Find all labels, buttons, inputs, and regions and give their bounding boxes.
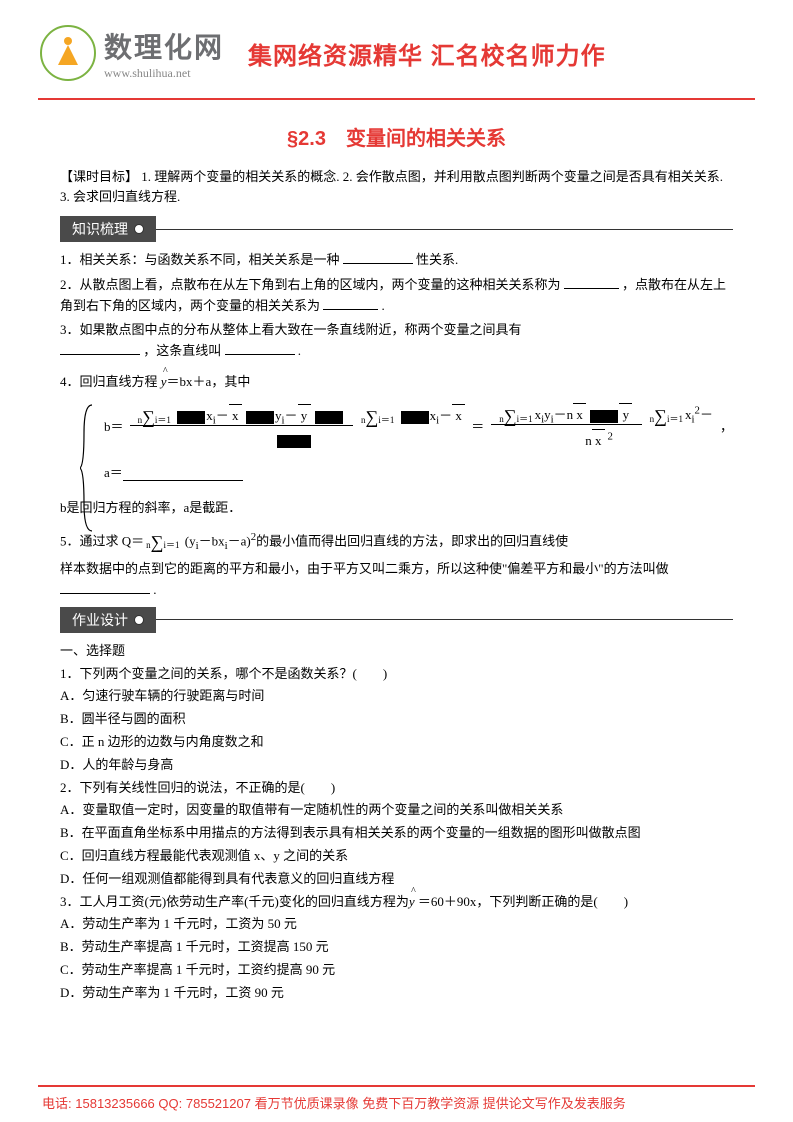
frac-2: n∑i＝1xiyi－n x y n∑i＝1xi2－n x 2: [488, 403, 716, 452]
q3-stem: 3．工人月工资(元)依劳动生产率(千元)变化的回归直线方程为y ＝60＋90x，…: [60, 892, 733, 913]
k5-row: 5．通过求 Q＝n∑i＝1 (yi－bxi－a)2的最小值而得出回归直线的方法，…: [60, 529, 733, 555]
k3-c: .: [298, 343, 301, 358]
footer-tel-label: 电话:: [42, 1096, 72, 1111]
formula-b-row: b＝ n∑i＝1 xi－ x yi－ y n∑i＝1 xi－ x: [98, 403, 733, 452]
obscured-box: [590, 410, 618, 423]
obscured-box: [246, 411, 274, 424]
logo-url: www.shulihua.net: [104, 66, 224, 81]
blank: [343, 250, 413, 264]
tab-knowledge: 知识梳理: [60, 216, 156, 242]
k3-b: ，这条直线叫: [143, 343, 221, 358]
k4-b: b是回归方程的斜率，a是截距．: [60, 498, 733, 519]
tab-knowledge-label: 知识梳理: [72, 219, 128, 239]
q2-optC: C．回归直线方程最能代表观测值 x、y 之间的关系: [60, 846, 733, 867]
tab-homework-header: 作业设计: [60, 607, 733, 633]
knowledge-body: 1．相关关系：与函数关系不同，相关关系是一种 性关系. 2．从散点图上看，点散布…: [60, 250, 733, 601]
objective-label: 【课时目标】: [60, 169, 138, 184]
k5-c: .: [153, 582, 156, 597]
section-title: §2.3 变量间的相关关系: [60, 122, 733, 151]
q1-optB: B．圆半径与圆的面积: [60, 709, 733, 730]
sigma-icon: n∑i＝1: [361, 408, 394, 426]
tab-line: [156, 229, 733, 230]
objective-text: 1. 理解两个变量的相关关系的概念. 2. 会作散点图，并利用散点图判断两个变量…: [60, 169, 723, 204]
q3-optC: C．劳动生产率提高 1 千元时，工资约提高 90 元: [60, 960, 733, 981]
footer: 电话: 15813235666 QQ: 785521207 看万节优质课录像 免…: [38, 1085, 755, 1112]
q1-optA: A．匀速行驶车辆的行驶距离与时间: [60, 686, 733, 707]
tab-dot-icon: [134, 615, 144, 625]
q2-optA: A．变量取值一定时，因变量的取值带有一定随机性的两个变量之间的关系叫做相关关系: [60, 800, 733, 821]
sigma-icon: n∑i＝1: [499, 407, 532, 425]
sigma-icon: n∑i＝1: [650, 407, 683, 425]
k5-b: 样本数据中的点到它的距离的平方和最小，由于平方又叫二乘方，所以这种使"偏差平方和…: [60, 561, 669, 576]
header-banner: 数理化网 www.shulihua.net 集网络资源精华 汇名校名师力作: [0, 0, 793, 94]
obscured-box: [277, 435, 311, 448]
footer-tel: 15813235666: [75, 1096, 155, 1111]
regression-formula: b＝ n∑i＝1 xi－ x yi－ y n∑i＝1 xi－ x: [80, 403, 733, 488]
obscured-box: [401, 411, 429, 424]
tab-line: [156, 619, 733, 620]
obscured-box: [177, 411, 205, 424]
tab-homework: 作业设计: [60, 607, 156, 633]
k3-a: 3．如果散点图中点的分布从整体上看大致在一条直线附近，称两个变量之间具有: [60, 322, 522, 337]
q2-optB: B．在平面直角坐标系中用描点的方法得到表示具有相关关系的两个变量的一组数据的图形…: [60, 823, 733, 844]
k1-pre: 1．相关关系：与函数关系不同，相关关系是一种: [60, 252, 340, 267]
brace-icon: [80, 403, 94, 533]
formula-a-row: a＝: [98, 458, 733, 488]
q1-optD: D．人的年龄与身高: [60, 755, 733, 776]
blank: [60, 341, 140, 355]
q1-optC: C．正 n 边形的边数与内角度数之和: [60, 732, 733, 753]
homework-body: 一、选择题 1．下列两个变量之间的关系，哪个不是函数关系？( ) A．匀速行驶车…: [60, 641, 733, 1004]
blank: [123, 466, 243, 481]
q3-optB: B．劳动生产率提高 1 千元时，工资提高 150 元: [60, 937, 733, 958]
footer-text: 电话: 15813235666 QQ: 785521207 看万节优质课录像 免…: [38, 1093, 755, 1112]
formula-a-label: a＝: [104, 463, 123, 484]
footer-divider: [38, 1085, 755, 1087]
blank: [323, 296, 378, 310]
page: 数理化网 www.shulihua.net 集网络资源精华 汇名校名师力作 §2…: [0, 0, 793, 1122]
frac-1: n∑i＝1 xi－ x yi－ y n∑i＝1 xi－ x: [128, 404, 468, 451]
footer-slogan: 看万节优质课录像 免费下百万教学资源 提供论文写作及发表服务: [255, 1096, 626, 1111]
k4-a: 4．回归直线方程 y＝bx＋a，其中: [60, 372, 733, 393]
blank: [225, 341, 295, 355]
k2-c: .: [382, 298, 385, 313]
q2-stem: 2．下列有关线性回归的说法，不正确的是( ): [60, 778, 733, 799]
hw-section-label: 一、选择题: [60, 641, 733, 662]
tab-homework-label: 作业设计: [72, 610, 128, 630]
obscured-box: [315, 411, 343, 424]
logo-text: 数理化网 www.shulihua.net: [104, 26, 224, 81]
q2-optD: D．任何一组观测值都能得到具有代表意义的回归直线方程: [60, 869, 733, 890]
logo-title: 数理化网: [104, 26, 224, 66]
blank: [60, 580, 150, 594]
k2-a: 2．从散点图上看，点散布在从左下角到右上角的区域内，两个变量的这种相关关系称为: [60, 277, 561, 292]
tab-dot-icon: [134, 224, 144, 234]
k1-post: 性关系.: [416, 252, 458, 267]
formula-b-label: b＝: [104, 417, 124, 438]
blank: [564, 275, 619, 289]
objective-block: 【课时目标】 1. 理解两个变量的相关关系的概念. 2. 会作散点图，并利用散点…: [60, 167, 733, 206]
q1-stem: 1．下列两个变量之间的关系，哪个不是函数关系？( ): [60, 664, 733, 685]
footer-qq: 785521207: [186, 1096, 251, 1111]
q3-optD: D．劳动生产率为 1 千元时，工资 90 元: [60, 983, 733, 1004]
formula-eq: ＝: [471, 417, 484, 438]
sigma-icon: n∑i＝1: [146, 533, 179, 551]
content: §2.3 变量间的相关关系 【课时目标】 1. 理解两个变量的相关关系的概念. …: [0, 100, 793, 1014]
sigma-icon: n∑i＝1: [138, 408, 171, 426]
formula-comma: ，: [720, 417, 733, 438]
footer-qq-label: QQ:: [158, 1096, 182, 1111]
k5-a: 5．通过求 Q＝: [60, 533, 144, 548]
q3-optA: A．劳动生产率为 1 千元时，工资为 50 元: [60, 914, 733, 935]
tab-knowledge-header: 知识梳理: [60, 216, 733, 242]
header-slogan: 集网络资源精华 汇名校名师力作: [248, 36, 606, 71]
q3-stem-b: ，下列判断正确的是( ): [476, 894, 628, 909]
logo-icon: [40, 25, 96, 81]
q3-stem-a: 3．工人月工资(元)依劳动生产率(千元)变化的回归直线方程为: [60, 894, 409, 909]
